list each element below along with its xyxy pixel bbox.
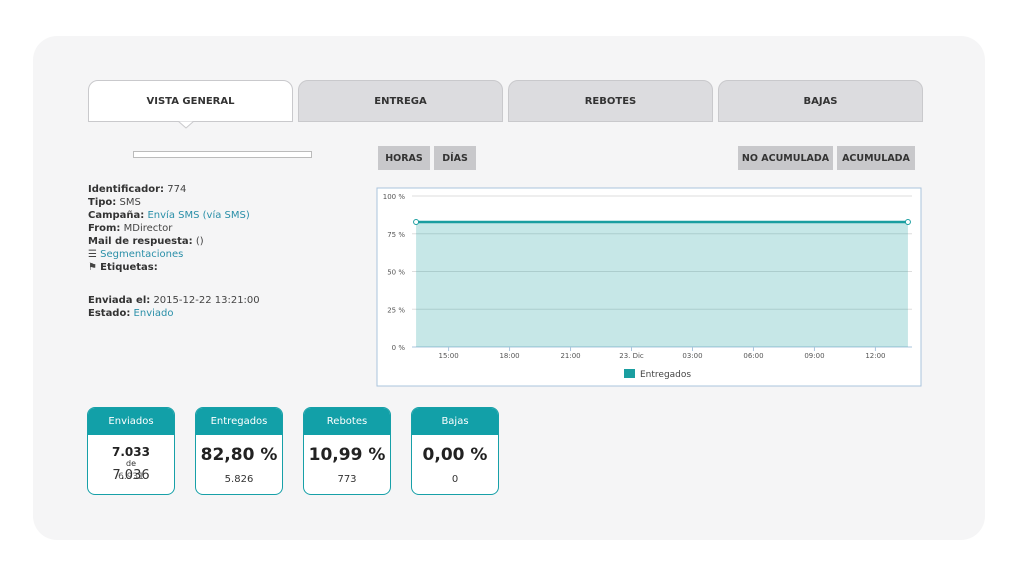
area xyxy=(416,221,908,347)
card-value: 82,80 % xyxy=(200,445,278,465)
legend-label: Entregados xyxy=(640,370,691,380)
point xyxy=(413,218,420,225)
card-value: 0,00 % xyxy=(422,445,488,465)
x-tick-label: 18:00 xyxy=(499,352,519,360)
info: Identificador: 774 Tipo: SMS Campaña: En… xyxy=(88,183,250,274)
label: Estado: xyxy=(88,308,131,319)
button[interactable]: ACUMULADA xyxy=(837,146,915,170)
button[interactable]: HORAS xyxy=(378,146,430,170)
tab[interactable]: REBOTES xyxy=(508,80,713,122)
card-title: Bajas xyxy=(412,408,498,435)
status: Enviada el: 2015-12-22 13:21:00 Estado: … xyxy=(88,294,260,320)
card-title: Rebotes xyxy=(304,408,390,435)
legend-swatch xyxy=(624,369,635,378)
label: Etiquetas: xyxy=(100,262,158,273)
card-value: 7.033 xyxy=(112,445,150,459)
card-sub: 773 xyxy=(337,474,357,485)
value: 2015-12-22 13:21:00 xyxy=(153,295,260,306)
card-extra: 6.931 7.036 xyxy=(88,468,174,484)
stat-card: Entregados 82,80 % 5.826 xyxy=(195,407,283,495)
x-tick-label: 09:00 xyxy=(804,352,824,360)
value: () xyxy=(195,236,204,247)
point xyxy=(904,218,911,225)
card-extra-value: 7.036 xyxy=(112,468,150,483)
label: Campaña: xyxy=(88,210,145,221)
info-row: ☰ Segmentaciones xyxy=(88,249,184,260)
stat-card: Enviados 7.033 de 6.931 7.036 xyxy=(87,407,175,495)
x-tick-label: 21:00 xyxy=(560,352,580,360)
button[interactable]: NO ACUMULADA xyxy=(738,146,833,170)
x-tick-label: 03:00 xyxy=(682,352,702,360)
tab[interactable]: VISTA GENERAL xyxy=(88,80,293,122)
card-sub: 0 xyxy=(451,474,459,485)
link[interactable]: Segmentaciones xyxy=(100,249,184,260)
tab[interactable]: ENTREGA xyxy=(298,80,503,122)
card-sub: de xyxy=(126,459,136,468)
info-row: Mail de respuesta: () xyxy=(88,235,250,248)
card-title: Entregados xyxy=(196,408,282,435)
label: Enviada el: xyxy=(88,295,151,306)
info-row: Campaña: Envía SMS (vía SMS) xyxy=(88,209,250,222)
tab-pointer xyxy=(178,121,194,129)
card-value: 10,99 % xyxy=(308,445,386,465)
y-tick-label: 25 % xyxy=(387,306,405,314)
x-tick-label: 12:00 xyxy=(865,352,885,360)
button[interactable]: DÍAS xyxy=(434,146,476,170)
label: From: xyxy=(88,223,121,234)
y-tick-label: 0 % xyxy=(392,344,406,352)
y-tick-label: 100 % xyxy=(383,193,406,201)
stat-card: Bajas 0,00 % 0 xyxy=(411,407,499,495)
label: Identificador: xyxy=(88,184,165,195)
info-row: Identificador: 774 xyxy=(88,183,250,196)
info-row: ⚑ Etiquetas: xyxy=(88,262,158,273)
value: SMS xyxy=(119,197,141,208)
y-tick-label: 50 % xyxy=(387,269,405,277)
card-sub: 5.826 xyxy=(224,474,254,485)
value: 774 xyxy=(167,184,187,195)
x-tick-label: 23. Dic xyxy=(619,352,644,360)
y-tick-label: 75 % xyxy=(387,231,405,239)
card-title: Enviados xyxy=(88,408,174,435)
value: MDirector xyxy=(123,223,173,234)
value: Enviado xyxy=(133,308,174,319)
chart: Entregados 0 % 25 % 50 % 75 % 100 % 15:00 18:0… xyxy=(376,187,922,387)
info-row: Tipo: SMS xyxy=(88,196,250,209)
tab[interactable]: BAJAS xyxy=(718,80,923,122)
label: Tipo: xyxy=(88,197,117,208)
label: Mail de respuesta: xyxy=(88,236,193,247)
x-tick-label: 15:00 xyxy=(438,352,458,360)
url-box xyxy=(133,151,312,158)
info-row: Estado: Enviado xyxy=(88,307,260,320)
info-row: From: MDirector xyxy=(88,222,250,235)
info-row: Enviada el: 2015-12-22 13:21:00 xyxy=(88,294,260,307)
link[interactable]: Envía SMS (vía SMS) xyxy=(147,210,250,221)
card-extra-value: 6.931 xyxy=(118,472,144,482)
x-tick-label: 06:00 xyxy=(743,352,763,360)
stat-card: Rebotes 10,99 % 773 xyxy=(303,407,391,495)
